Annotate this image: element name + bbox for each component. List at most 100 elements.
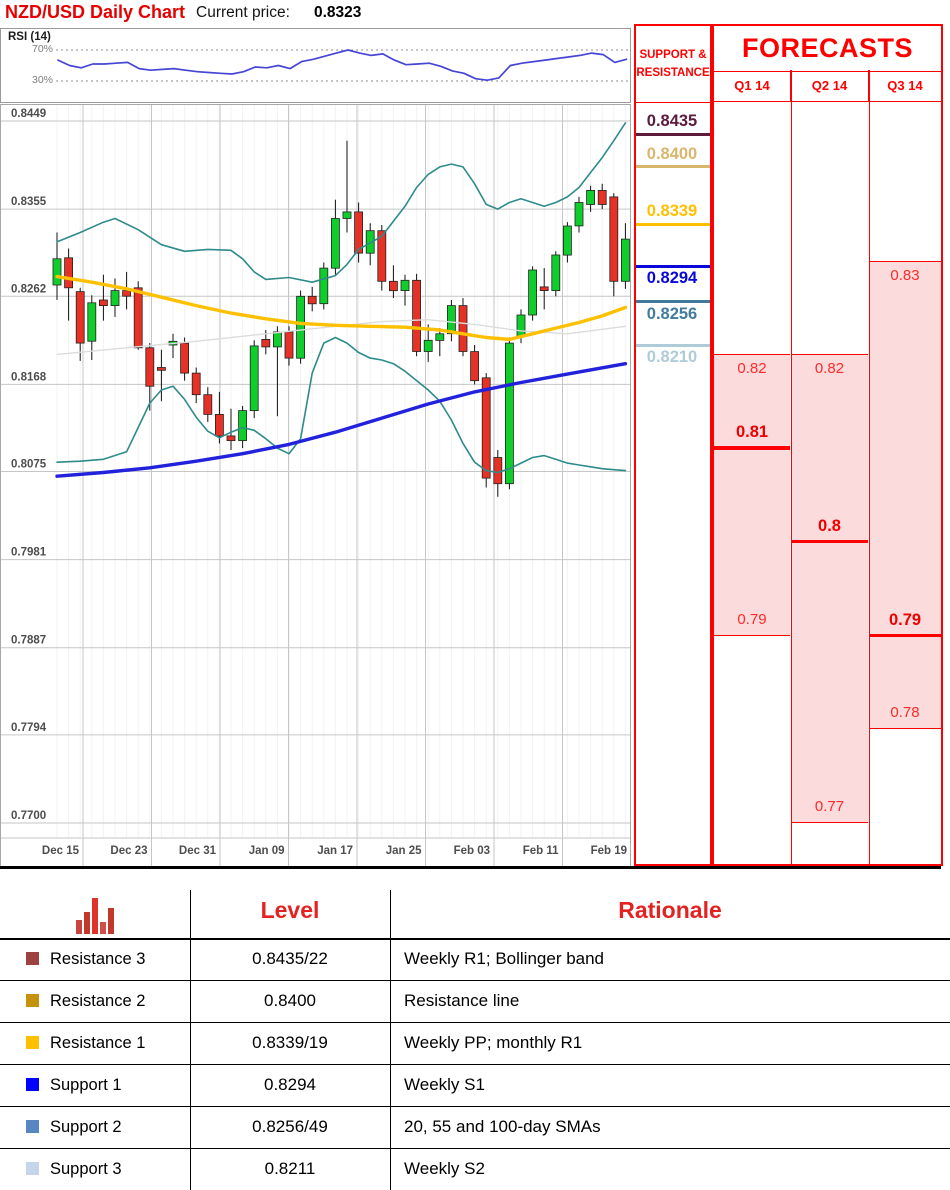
level-color-swatch	[26, 1036, 39, 1049]
level-color-swatch	[26, 952, 39, 965]
forecast-range-low-q2: 0.77	[814, 798, 845, 815]
svg-text:0.7887: 0.7887	[11, 635, 46, 647]
forecasts-quarter-row: Q1 14 Q2 14 Q3 14	[712, 70, 941, 102]
sr-level-line-0.8435	[636, 132, 710, 136]
forecast-band-q1	[714, 354, 790, 636]
level-rationale: Weekly PP; monthly R1	[404, 1033, 583, 1052]
level-rationale: Weekly S2	[404, 1159, 485, 1178]
current-price-value: 0.8323	[314, 4, 362, 21]
chart-bottom-border	[0, 866, 941, 869]
rsi-canvas	[56, 49, 628, 82]
forecast-band-q2	[791, 354, 868, 823]
svg-text:0.7794: 0.7794	[11, 722, 47, 734]
level-name: Support 1	[50, 1076, 122, 1094]
support-resistance-panel: SUPPORT & RESISTANCE	[634, 24, 712, 866]
forecast-range-high-q3: 0.83	[890, 266, 920, 284]
svg-text:0.8168: 0.8168	[11, 371, 47, 383]
bollinger_lower-line	[56, 336, 627, 474]
forecast-line-q2	[791, 539, 868, 544]
svg-text:Feb 11: Feb 11	[523, 845, 559, 857]
table-row-separator	[0, 980, 950, 982]
svg-text:Jan 25: Jan 25	[386, 845, 422, 857]
sr-level-label-0.8400: 0.8400	[646, 144, 698, 163]
svg-text:0.8355: 0.8355	[11, 196, 47, 208]
table-row: Resistance 1 0.8339/19 Weekly PP; monthly …	[0, 1022, 950, 1064]
svg-text:0.7981: 0.7981	[11, 547, 47, 559]
bollinger_upper-line	[56, 122, 627, 283]
level-rationale: Weekly S1	[404, 1075, 485, 1094]
forecast-band-q3	[869, 260, 941, 730]
table-vertical-line-2	[390, 890, 392, 1190]
rsi-label: RSI (14)	[8, 31, 51, 43]
level-column-header: Level	[260, 897, 320, 923]
rationale-column-header: Rationale	[618, 897, 722, 923]
table-row: Resistance 2 0.8400 Resistance line	[0, 980, 950, 1022]
forecast-column-separator-1	[791, 70, 792, 866]
level-rationale: Resistance line	[404, 991, 520, 1010]
support-resistance-header-line2: RESISTANCE	[636, 67, 710, 79]
sr-level-label-0.8339: 0.8339	[646, 202, 698, 221]
table-row-separator	[0, 1106, 950, 1108]
rsi-panel: RSI (14) 70% 30%	[0, 28, 631, 103]
sr-level-label-0.8294: 0.8294	[646, 269, 698, 288]
svg-text:0.8449: 0.8449	[11, 108, 46, 120]
support-resistance-header-line1: SUPPORT &	[639, 48, 707, 61]
table-row: Support 1 0.8294 Weekly S1	[0, 1064, 950, 1106]
sr-level-label-0.8210: 0.8210	[646, 348, 698, 366]
sr-level-line-0.8400	[636, 165, 710, 169]
table-vertical-line-1	[190, 890, 192, 1190]
forecast-line-q3	[869, 633, 941, 638]
table-header-underline	[0, 938, 950, 940]
sr-level-label-0.8256: 0.8256	[646, 304, 698, 323]
support-resistance-header: SUPPORT & RESISTANCE	[636, 26, 710, 103]
level-rationale: Weekly R1; Bollinger band	[404, 949, 605, 968]
level-name: Support 3	[50, 1160, 122, 1178]
level-value: 0.8294	[264, 1075, 316, 1094]
table-row: Support 3 0.8211 Weekly S2	[0, 1148, 950, 1190]
forecast-range-low-q1: 0.79	[737, 610, 767, 628]
forecasts-title: FORECASTS	[714, 26, 941, 72]
svg-text:0.8075: 0.8075	[11, 459, 47, 471]
level-value: 0.8211	[264, 1159, 316, 1178]
svg-text:0.8262: 0.8262	[11, 283, 46, 295]
svg-text:Feb 19: Feb 19	[591, 845, 627, 857]
sr-level-line-0.8294	[636, 264, 710, 268]
sma20-line	[55, 274, 628, 342]
table-row-separator	[0, 1148, 950, 1150]
forecast-line-q1	[714, 446, 790, 450]
sma100-line	[55, 362, 628, 478]
rsi-30-tick: 30%	[31, 74, 53, 86]
sr-level-line-0.8339	[636, 222, 710, 226]
forecast-value-q3: 0.79	[888, 610, 922, 629]
table-row-separator	[0, 1022, 950, 1024]
svg-text:Dec 31: Dec 31	[179, 845, 217, 857]
level-name: Resistance 1	[50, 1034, 146, 1052]
level-rationale: 20, 55 and 100-day SMAs	[404, 1117, 601, 1136]
forecast-value-q1: 0.81	[735, 423, 769, 442]
level-color-swatch	[26, 1120, 39, 1133]
forecast-column-separator-2	[869, 70, 870, 866]
sr-level-line-0.8256	[636, 300, 710, 304]
level-value: 0.8400	[264, 991, 316, 1010]
level-value: 0.8435/22	[252, 949, 328, 968]
forecast-quarter-header-2: Q2 14	[791, 70, 869, 102]
level-color-swatch	[26, 1162, 39, 1175]
level-name: Support 2	[50, 1118, 122, 1136]
forecast-value-q2: 0.8	[818, 516, 841, 535]
level-name: Resistance 2	[50, 992, 146, 1010]
bar-chart-icon	[74, 894, 118, 936]
forecast-range-high-q2: 0.82	[814, 360, 845, 378]
forecast-range-low-q3: 0.78	[890, 704, 920, 722]
forecast-quarter-header-1: Q1 14	[714, 70, 791, 102]
price-chart-canvas: 0.8449 0.8355 0.8262 0.8168 0.8075 0.7981 0.78…	[0, 104, 632, 868]
svg-text:Jan 17: Jan 17	[317, 845, 353, 857]
price-chart-panel: 0.8449 0.8355 0.8262 0.8168 0.8075 0.7981 0.78…	[0, 104, 632, 868]
sr-level-label-0.8435: 0.8435	[646, 112, 698, 131]
forecast-range-high-q1: 0.82	[737, 360, 767, 378]
level-value: 0.8256/49	[252, 1117, 328, 1136]
svg-text:Feb 03: Feb 03	[454, 845, 490, 857]
current-price-label: Current price:	[196, 4, 290, 21]
svg-text:Dec 15: Dec 15	[42, 845, 80, 857]
table-row: Resistance 3 0.8435/22 Weekly R1; Bollinge…	[0, 938, 950, 980]
